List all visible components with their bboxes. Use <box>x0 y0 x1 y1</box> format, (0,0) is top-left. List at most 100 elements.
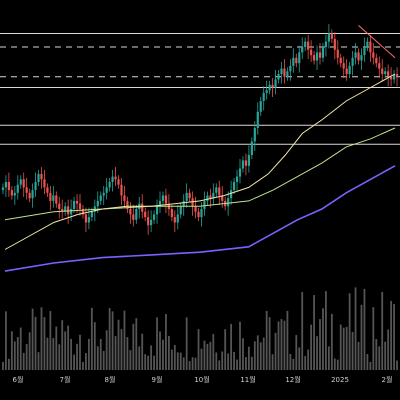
candle-body <box>161 195 165 201</box>
candle-body <box>256 111 259 128</box>
trendline <box>358 25 396 59</box>
volume-bar <box>307 349 310 370</box>
candle-body <box>295 57 298 64</box>
candle-body <box>250 141 253 155</box>
candle-body <box>81 209 85 215</box>
volume-bar <box>265 310 268 370</box>
candle-body <box>238 168 242 177</box>
volume-bars <box>2 287 398 370</box>
candle-body <box>46 187 49 193</box>
ma-short-line <box>4 73 396 250</box>
volume-bar <box>218 360 221 370</box>
volume-bar <box>298 347 301 370</box>
candle-body <box>315 52 319 61</box>
volume-bar <box>339 324 342 370</box>
volume-bar <box>253 341 256 370</box>
candle-body <box>84 214 88 223</box>
candle-body <box>360 55 363 61</box>
candle-body <box>253 128 256 142</box>
volume-bar <box>227 353 230 370</box>
volume-bar <box>330 313 333 370</box>
candle-body <box>117 179 120 185</box>
candle-body <box>357 52 360 61</box>
candle-body <box>286 71 289 77</box>
x-tick-label: 2월 <box>382 375 393 384</box>
volume-bar <box>90 307 93 370</box>
candle-body <box>390 76 393 80</box>
candle-body <box>330 33 333 39</box>
volume-bar <box>327 346 330 370</box>
volume-bar <box>85 353 87 370</box>
trendline-layer <box>358 25 396 59</box>
volume-bar <box>262 337 265 370</box>
candle-body <box>49 192 52 201</box>
candle-body <box>283 68 286 77</box>
candle-body <box>185 192 188 201</box>
volume-bar <box>147 355 150 370</box>
volume-bar <box>105 330 108 370</box>
volume-bar <box>325 291 327 370</box>
candle-body <box>176 214 179 223</box>
candle-body <box>173 217 176 223</box>
volume-bar <box>387 329 390 370</box>
volume-bar <box>194 357 197 370</box>
candlesticks <box>1 24 399 235</box>
candle-body <box>312 55 316 61</box>
volume-bar <box>310 324 313 370</box>
candle-body <box>363 47 366 56</box>
candle-body <box>25 187 28 193</box>
candle-body <box>324 41 328 47</box>
volume-bar <box>40 307 43 370</box>
candle-body <box>37 173 40 182</box>
candle-body <box>354 52 357 58</box>
volume-bar <box>366 354 369 370</box>
candle-body <box>111 176 114 182</box>
candle-body <box>327 33 330 42</box>
volume-bar <box>108 308 111 370</box>
volume-bar <box>280 319 283 370</box>
candle-body <box>351 57 354 66</box>
candle-body <box>197 211 200 218</box>
candle-body <box>215 187 218 193</box>
volume-bar <box>28 332 31 370</box>
volume-bar <box>5 311 7 370</box>
volume-bar <box>19 327 22 370</box>
volume-bar <box>209 341 212 370</box>
candle-body <box>87 217 90 223</box>
x-tick-label: 12월 <box>285 375 300 384</box>
volume-bar <box>212 334 215 370</box>
horizontal-levels <box>0 33 400 145</box>
volume-bar <box>79 334 81 370</box>
volume-bar <box>256 335 259 370</box>
volume-bar <box>259 342 262 370</box>
candle-body <box>64 206 67 212</box>
volume-bar <box>221 351 224 370</box>
candle-body <box>221 195 224 201</box>
ma-long-line <box>4 165 396 272</box>
candle-body <box>381 68 384 74</box>
candle-body <box>55 195 58 204</box>
candle-body <box>7 182 10 191</box>
volume-bar <box>64 331 67 370</box>
candle-body <box>144 211 147 218</box>
candle-body <box>114 176 117 180</box>
volume-bar <box>319 319 321 370</box>
candle-body <box>342 63 345 69</box>
volume-bar <box>120 329 123 370</box>
volume-bar <box>393 303 395 370</box>
candle-body <box>366 41 369 47</box>
volume-bar <box>93 322 96 370</box>
volume-bar <box>22 352 25 370</box>
volume-bar <box>52 338 55 370</box>
candle-body <box>292 57 295 66</box>
candle-body <box>191 198 194 207</box>
candle-body <box>218 187 221 196</box>
candle-body <box>232 182 236 191</box>
moving-averages <box>4 73 396 272</box>
volume-bar <box>233 351 235 370</box>
x-tick-label: 8월 <box>105 375 116 384</box>
volume-bar <box>224 329 227 370</box>
volume-bar <box>215 352 218 370</box>
x-tick-label: 10월 <box>194 375 209 384</box>
candle-body <box>304 41 307 47</box>
